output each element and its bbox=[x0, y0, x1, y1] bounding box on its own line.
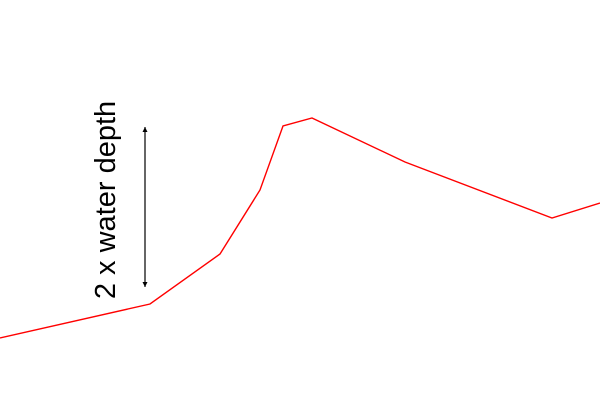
wave-profile-line bbox=[0, 117, 600, 339]
water-depth-label: 2 x water depth bbox=[90, 101, 122, 299]
